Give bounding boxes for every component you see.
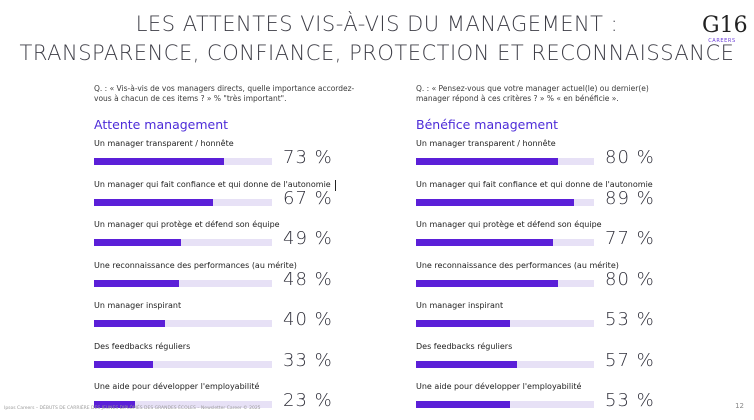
g16-logo: G16 CAREERS: [702, 13, 748, 45]
bar: [94, 158, 224, 165]
bar-label: Un manager qui fait confiance et qui don…: [94, 179, 331, 189]
bar: [416, 158, 559, 165]
value-label: 77 %: [605, 228, 655, 249]
bar-track: [94, 401, 272, 408]
page-title-line1: LES ATTENTES VIS-À-VIS DU MANAGEMENT :: [135, 12, 619, 36]
right-chart-title: Bénéfice management: [416, 117, 559, 132]
value-label: 33 %: [283, 349, 333, 371]
value-label: 89 %: [605, 187, 655, 209]
bar-label: Un manager inspirant: [416, 301, 504, 310]
bar: [416, 320, 511, 327]
bar-label: Des feedbacks réguliers: [416, 341, 513, 351]
bar: [94, 401, 135, 408]
value-label: 49 %: [283, 228, 333, 249]
value-label: 67 %: [283, 187, 333, 209]
value-label: 80 %: [605, 147, 655, 168]
bar-label: Un manager transparent / honnête: [416, 139, 556, 148]
bar-track: [416, 360, 594, 368]
bar-track: [94, 198, 272, 206]
bar-track: [416, 239, 594, 246]
bar-track: [416, 279, 594, 287]
bar-label: Un manager qui fait confiance et qui don…: [416, 179, 653, 189]
bar-label: Une reconnaissance des performances (au …: [94, 260, 297, 270]
bar-track: [94, 320, 272, 327]
bar-track: [94, 158, 272, 165]
bar: [416, 279, 559, 287]
value-label: 53 %: [605, 309, 655, 330]
bar-label: Une reconnaissance des performances (au …: [416, 260, 619, 270]
bar-label: Un manager qui protège et défend son équ…: [416, 220, 602, 229]
bar: [94, 279, 180, 287]
value-label: 23 %: [283, 390, 333, 411]
bar-track: [416, 401, 594, 408]
left-question: Q. : « Vis-à-vis de vos managers directs…: [94, 84, 355, 103]
value-label: 48 %: [283, 268, 333, 290]
bar-label: Une aide pour développer l'employabilité: [416, 382, 582, 391]
bar: [416, 198, 575, 206]
bar-track: [416, 158, 594, 165]
bar: [416, 401, 511, 408]
bar: [94, 239, 182, 246]
bar-track: [416, 198, 594, 206]
logo-mark: G16: [702, 13, 748, 38]
value-label: 53 %: [605, 390, 655, 411]
value-label: 73 %: [283, 147, 333, 168]
text-cursor: [335, 180, 336, 191]
bar-label: Un manager qui protège et défend son équ…: [94, 220, 280, 229]
page-title-line2: TRANSPARENCE, CONFIANCE, PROTECTION ET R…: [19, 41, 735, 65]
page-number: 12: [735, 402, 744, 410]
logo-subtitle: CAREERS: [708, 38, 736, 44]
bar-label: Des feedbacks réguliers: [94, 341, 191, 351]
bar-track: [94, 279, 272, 287]
bar-label: Un manager inspirant: [94, 301, 182, 310]
bar-track: [94, 360, 272, 368]
left-chart-title: Attente management: [94, 117, 229, 132]
bar: [94, 320, 166, 327]
bar-track: [416, 320, 594, 327]
bar-label: Un manager transparent / honnête: [94, 139, 234, 148]
bar-label: Une aide pour développer l'employabilité: [94, 382, 260, 391]
bar: [94, 198, 214, 206]
bar: [416, 239, 554, 246]
value-label: 40 %: [283, 309, 333, 330]
value-label: 57 %: [605, 349, 655, 371]
bar-track: [94, 239, 272, 246]
bar: [416, 360, 518, 368]
bar: [94, 360, 153, 368]
value-label: 80 %: [605, 268, 655, 290]
footer-source: Ipsos Careers – DÉBUTS DE CARRIÈRE DES J…: [4, 406, 261, 411]
right-question: Q. : « Pensez-vous que votre manager act…: [416, 84, 649, 103]
